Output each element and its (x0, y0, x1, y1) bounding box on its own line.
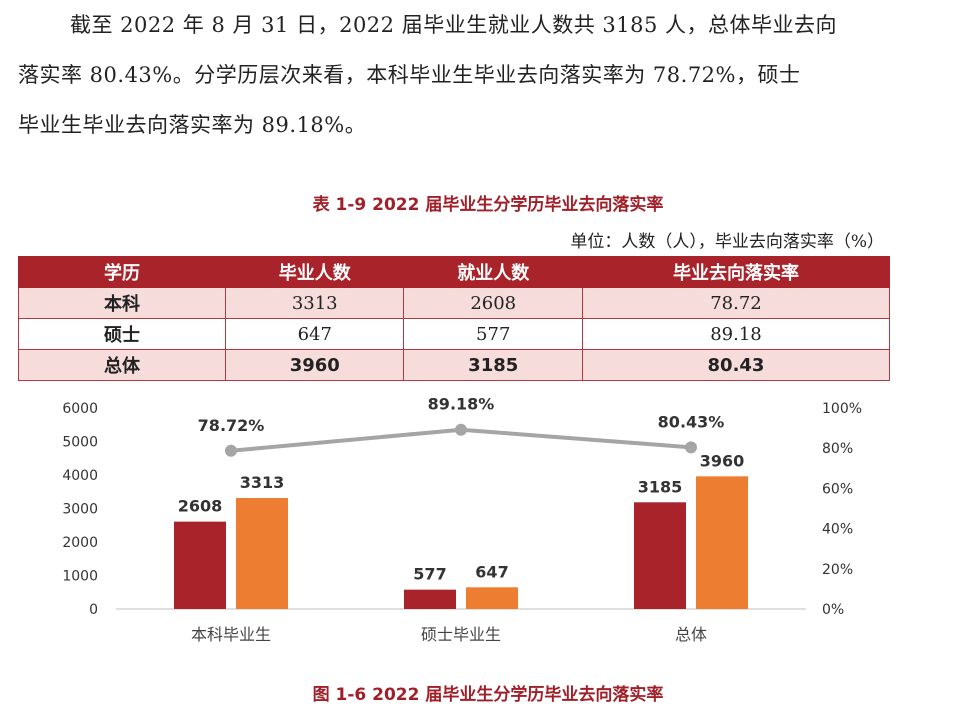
paragraph-line-3: 毕业生毕业去向落实率为 89.18%。 (18, 113, 367, 137)
right-axis-tick-label: 80% (822, 441, 853, 457)
x-axis-tick-label: 硕士毕业生 (421, 625, 501, 644)
left-axis-tick-label: 1000 (62, 569, 98, 585)
right-axis-tick-label: 100% (822, 401, 862, 417)
paragraph-line-2: 落实率 80.43%。分学历层次来看，本科毕业生毕业去向落实率为 78.72%，… (18, 63, 801, 87)
cell-graduates: 647 (224, 318, 405, 350)
header-rate: 毕业去向落实率 (581, 256, 891, 288)
figure-caption: 图 1-6 2022 届毕业生分学历毕业去向落实率 (312, 685, 664, 705)
table-row: 总体 3960 3185 80.43 (18, 349, 891, 381)
paragraph-line-1: 截至 2022 年 8 月 31 日，2022 届毕业生就业人数共 3185 人… (70, 13, 837, 37)
rate-point (455, 423, 467, 436)
bar-data-label: 3185 (638, 477, 683, 496)
bar (404, 589, 456, 609)
x-axis-tick-label: 本科毕业生 (191, 625, 271, 644)
cell-graduates: 3960 (224, 349, 405, 381)
table-header-row: 学历 毕业人数 就业人数 毕业去向落实率 (18, 256, 891, 288)
right-axis-tick-label: 0% (822, 602, 844, 618)
rate-data-label: 78.72% (198, 416, 265, 435)
rate-point (225, 444, 237, 457)
combo-chart: 0 1000 2000 3000 4000 5000 6000 0% 20% 40% 60% 80% 1… (62, 395, 862, 644)
left-axis-tick-label: 4000 (62, 468, 98, 484)
bar-data-label: 3313 (240, 473, 285, 492)
row-label: 本科 (18, 287, 226, 319)
bar (236, 498, 288, 609)
header-degree: 学历 (18, 256, 226, 288)
bar-data-label: 2608 (178, 497, 223, 516)
left-axis-tick-label: 5000 (62, 435, 98, 451)
cell-employed: 2608 (403, 287, 583, 319)
right-axis-tick-label: 60% (822, 481, 853, 497)
rate-data-label: 80.43% (658, 412, 725, 431)
left-axis-tick-label: 0 (89, 602, 98, 618)
bar (634, 502, 686, 609)
row-label: 硕士 (18, 318, 226, 350)
header-employed: 就业人数 (403, 256, 583, 288)
bar (466, 587, 518, 609)
left-axis-tick-label: 6000 (62, 401, 98, 417)
cell-employed: 3185 (403, 349, 583, 381)
cell-graduates: 3313 (224, 287, 405, 319)
row-label: 总体 (18, 349, 226, 381)
rate-data-label: 89.18% (428, 395, 495, 414)
graduation-table: 学历 毕业人数 就业人数 毕业去向落实率 本科 3313 2608 78.72 … (18, 256, 891, 381)
right-axis-tick-label: 20% (822, 562, 853, 578)
table-unit-note: 单位：人数（人），毕业去向落实率（%） (570, 232, 884, 252)
cell-employed: 577 (403, 318, 583, 350)
bar (174, 521, 226, 609)
header-graduates: 毕业人数 (224, 256, 405, 288)
table-row: 本科 3313 2608 78.72 (18, 287, 891, 319)
x-axis-tick-label: 总体 (675, 625, 707, 644)
cell-rate: 89.18 (581, 318, 891, 350)
cell-rate: 80.43 (581, 349, 891, 381)
bar-data-label: 577 (413, 565, 446, 584)
left-axis-tick-label: 2000 (62, 535, 98, 551)
bar-data-label: 3960 (700, 451, 745, 470)
table-caption: 表 1-9 2022 届毕业生分学历毕业去向落实率 (312, 195, 664, 215)
bar (696, 476, 748, 609)
rate-point (685, 441, 697, 454)
table-row: 硕士 647 577 89.18 (18, 318, 891, 350)
bar-data-label: 647 (475, 562, 508, 581)
left-axis-tick-label: 3000 (62, 502, 98, 518)
right-axis-tick-label: 40% (822, 522, 853, 538)
cell-rate: 78.72 (581, 287, 891, 319)
